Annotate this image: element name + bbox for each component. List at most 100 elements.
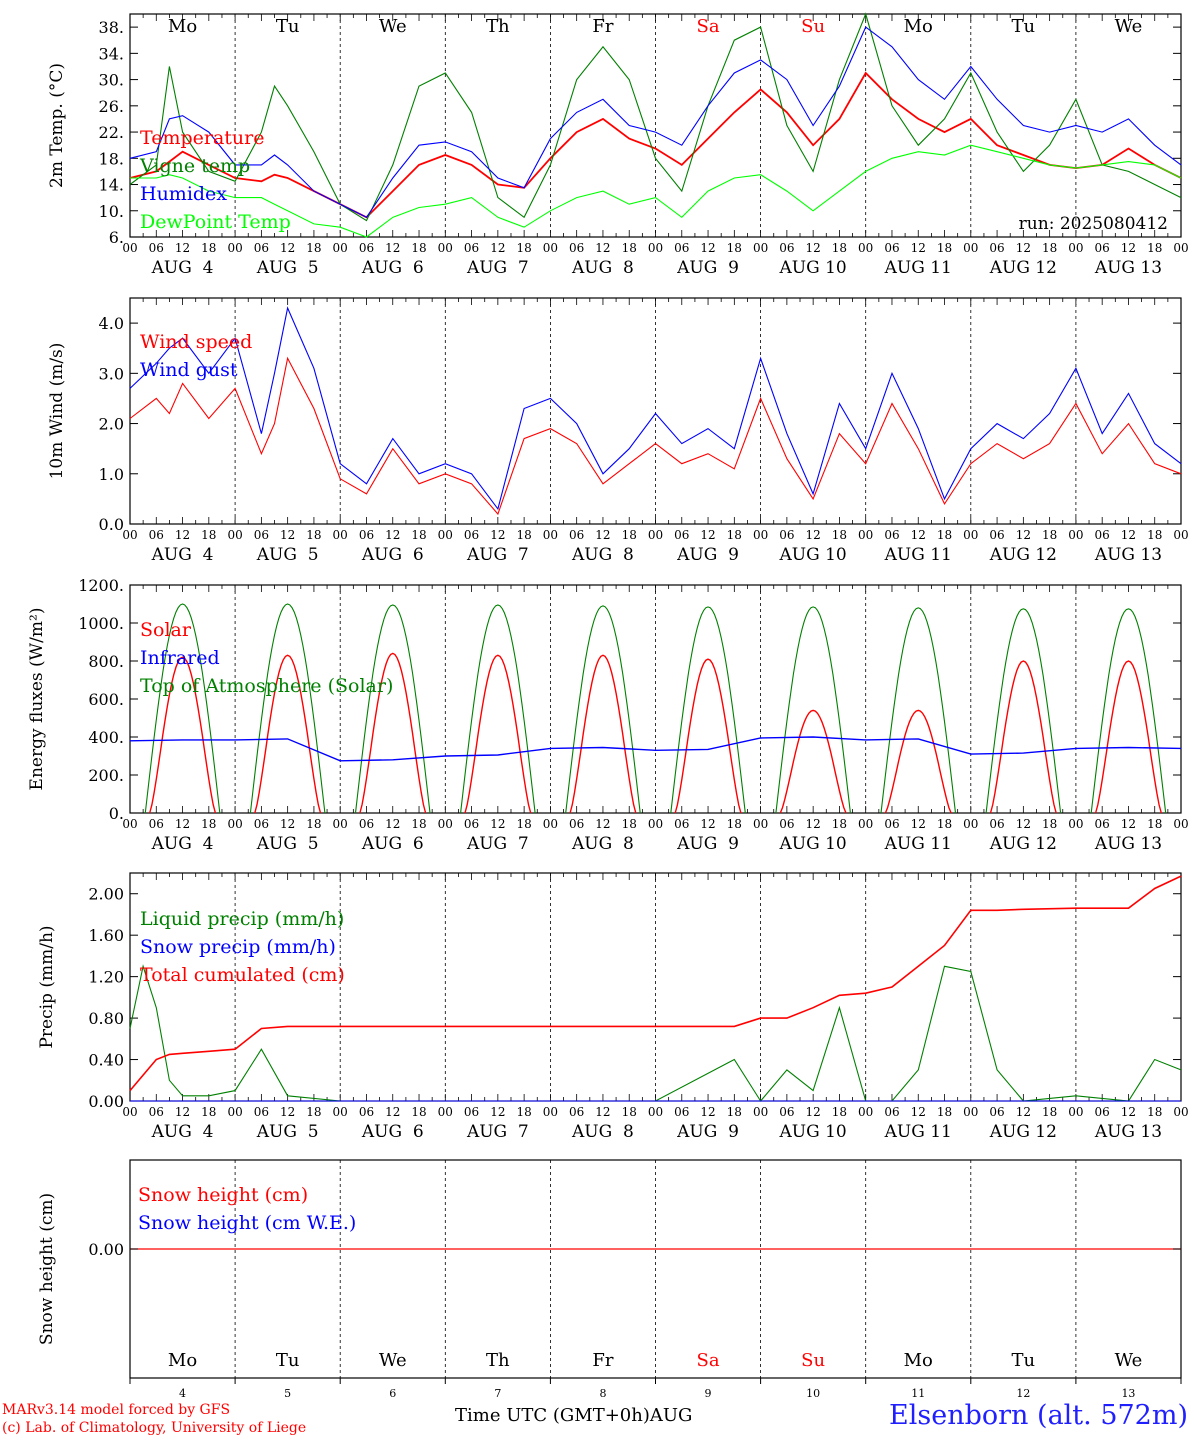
x-hour-label: 06 <box>464 817 479 831</box>
x-hour-label: 12 <box>490 1105 505 1119</box>
x-hour-label: 00 <box>122 241 137 255</box>
x-hour-label: 06 <box>989 817 1004 831</box>
x-date-label: AUG 13 <box>1094 258 1162 278</box>
x-hour-label: 00 <box>227 1105 242 1119</box>
x-hour-label: 06 <box>779 241 794 255</box>
x-hour-label: 18 <box>622 1105 637 1119</box>
toa-solar-line <box>354 604 431 814</box>
x-hour-label: 12 <box>806 528 821 542</box>
x-hour-label: 06 <box>569 817 584 831</box>
x-hour-label: 12 <box>806 241 821 255</box>
solar-line <box>569 654 637 814</box>
x-hour-label: 12 <box>385 1105 400 1119</box>
y-tick-label: 1200. <box>78 576 124 595</box>
x-date-label: AUG 8 <box>571 834 634 854</box>
x-hour-label: 06 <box>884 817 899 831</box>
x-hour-label: 18 <box>1147 817 1162 831</box>
x-hour-label: 06 <box>254 1105 269 1119</box>
weekday-label: Mo <box>168 1350 197 1371</box>
x-hour-label: 18 <box>832 528 847 542</box>
legend-entry: Solar <box>140 619 192 641</box>
x-date-label: AUG 5 <box>256 834 319 854</box>
x-hour-label: 18 <box>1042 817 1057 831</box>
x-hour-label: 06 <box>569 241 584 255</box>
toa-solar-line <box>880 607 957 814</box>
credit-line-2: (c) Lab. of Climatology, University of L… <box>2 1420 307 1436</box>
day-number-label: 9 <box>705 1387 712 1400</box>
x-hour-label: 18 <box>1042 241 1057 255</box>
weekday-label: Tu <box>276 16 300 37</box>
x-hour-label: 00 <box>438 528 453 542</box>
x-hour-label: 12 <box>385 528 400 542</box>
panel-1: 00 06 12 18 00 06 12 18 00 06 12 18 00 06 12 18 00 06 12 18… <box>47 12 1189 278</box>
x-hour-label: 18 <box>622 528 637 542</box>
day-number-label: 11 <box>911 1387 925 1400</box>
weekday-label: We <box>1115 16 1143 37</box>
x-hour-label: 18 <box>622 241 637 255</box>
x-hour-label: 18 <box>411 1105 426 1119</box>
solar-line <box>254 654 322 814</box>
x-hour-label: 12 <box>280 528 295 542</box>
x-hour-label: 18 <box>201 1105 216 1119</box>
x-date-label: AUG 7 <box>466 545 529 565</box>
x-date-label: AUG 6 <box>361 258 424 278</box>
solar-line <box>884 709 952 814</box>
x-hour-label: 18 <box>306 241 321 255</box>
y-tick-label: 26. <box>99 97 124 116</box>
y-tick-label: 600. <box>88 690 124 709</box>
x-hour-label: 12 <box>1121 1105 1136 1119</box>
weekday-label: Tu <box>1012 16 1036 37</box>
panel-3: 00 06 12 18 00 06 12 18 00 06 12 18 00 06 12 18 00 06 12 18… <box>27 576 1189 854</box>
x-hour-label: 06 <box>674 1105 689 1119</box>
x-date-label: AUG 5 <box>256 258 319 278</box>
x-hour-label: 12 <box>490 241 505 255</box>
x-hour-label: 12 <box>1016 817 1031 831</box>
x-hour-label: 06 <box>779 817 794 831</box>
legend-entry: Snow height (cm) <box>138 1184 308 1206</box>
x-hour-label: 12 <box>806 1105 821 1119</box>
x-hour-label: 18 <box>937 241 952 255</box>
x-hour-label: 12 <box>700 817 715 831</box>
x-hour-label: 18 <box>937 528 952 542</box>
x-hour-label: 12 <box>1016 241 1031 255</box>
x-hour-label: 00 <box>1068 528 1083 542</box>
x-hour-label: 12 <box>280 241 295 255</box>
x-hour-label: 06 <box>464 1105 479 1119</box>
infrared-line <box>129 736 1182 762</box>
temp-series-line <box>129 26 1182 219</box>
weekday-label: Fr <box>592 16 613 37</box>
y-tick-label: 38. <box>99 18 124 37</box>
weekday-label: We <box>379 1350 407 1371</box>
x-hour-label: 00 <box>753 1105 768 1119</box>
day-number-label: 4 <box>179 1387 186 1400</box>
legend-entry: Total cumulated (cm) <box>140 964 345 986</box>
x-hour-label: 12 <box>700 528 715 542</box>
toa-solar-line <box>985 608 1062 814</box>
time-axis-label: Time UTC (GMT+0h) <box>455 1405 650 1426</box>
x-hour-label: 18 <box>201 241 216 255</box>
x-date-label: AUG 7 <box>466 258 529 278</box>
weekday-label: We <box>379 16 407 37</box>
x-hour-label: 06 <box>359 241 374 255</box>
time-axis-title: Time UTC (GMT+0h)AUG <box>455 1405 692 1426</box>
wind-series-line <box>129 306 1182 511</box>
x-date-label: AUG 6 <box>361 1122 424 1142</box>
weekday-label: Mo <box>168 16 197 37</box>
panel-2: 00 06 12 18 00 06 12 18 00 06 12 18 00 06 12 18 00 06 12 18… <box>47 297 1189 565</box>
x-hour-label: 12 <box>595 528 610 542</box>
panel-4: 00 06 12 18 00 06 12 18 00 06 12 18 00 06 12 18 00 06 12 18… <box>37 872 1189 1142</box>
y-tick-label: 800. <box>88 652 124 671</box>
x-hour-label: 06 <box>254 817 269 831</box>
x-hour-label: 12 <box>280 817 295 831</box>
x-date-label: AUG 9 <box>676 258 739 278</box>
x-hour-label: 06 <box>1095 1105 1110 1119</box>
x-hour-label: 18 <box>937 1105 952 1119</box>
x-hour-label: 18 <box>411 241 426 255</box>
x-hour-label: 06 <box>149 241 164 255</box>
x-hour-label: 06 <box>884 1105 899 1119</box>
x-hour-label: 18 <box>832 241 847 255</box>
weekday-label: Su <box>801 16 825 37</box>
y-tick-label: 2.0 <box>99 415 124 434</box>
y-tick-label: 2.00 <box>88 885 124 904</box>
y-tick-label: 1.60 <box>88 926 124 945</box>
